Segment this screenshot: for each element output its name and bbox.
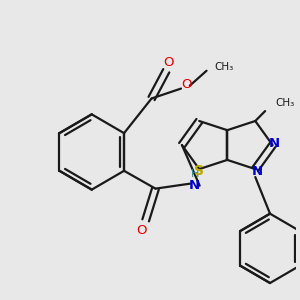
Text: H: H (190, 169, 199, 179)
Text: N: N (269, 136, 280, 150)
Text: CH₃: CH₃ (275, 98, 294, 108)
Text: CH₃: CH₃ (214, 62, 234, 72)
Text: O: O (182, 78, 192, 91)
Text: O: O (163, 56, 173, 69)
Text: S: S (194, 164, 204, 178)
Text: O: O (136, 224, 147, 237)
Text: N: N (252, 165, 263, 178)
Text: N: N (189, 179, 200, 192)
